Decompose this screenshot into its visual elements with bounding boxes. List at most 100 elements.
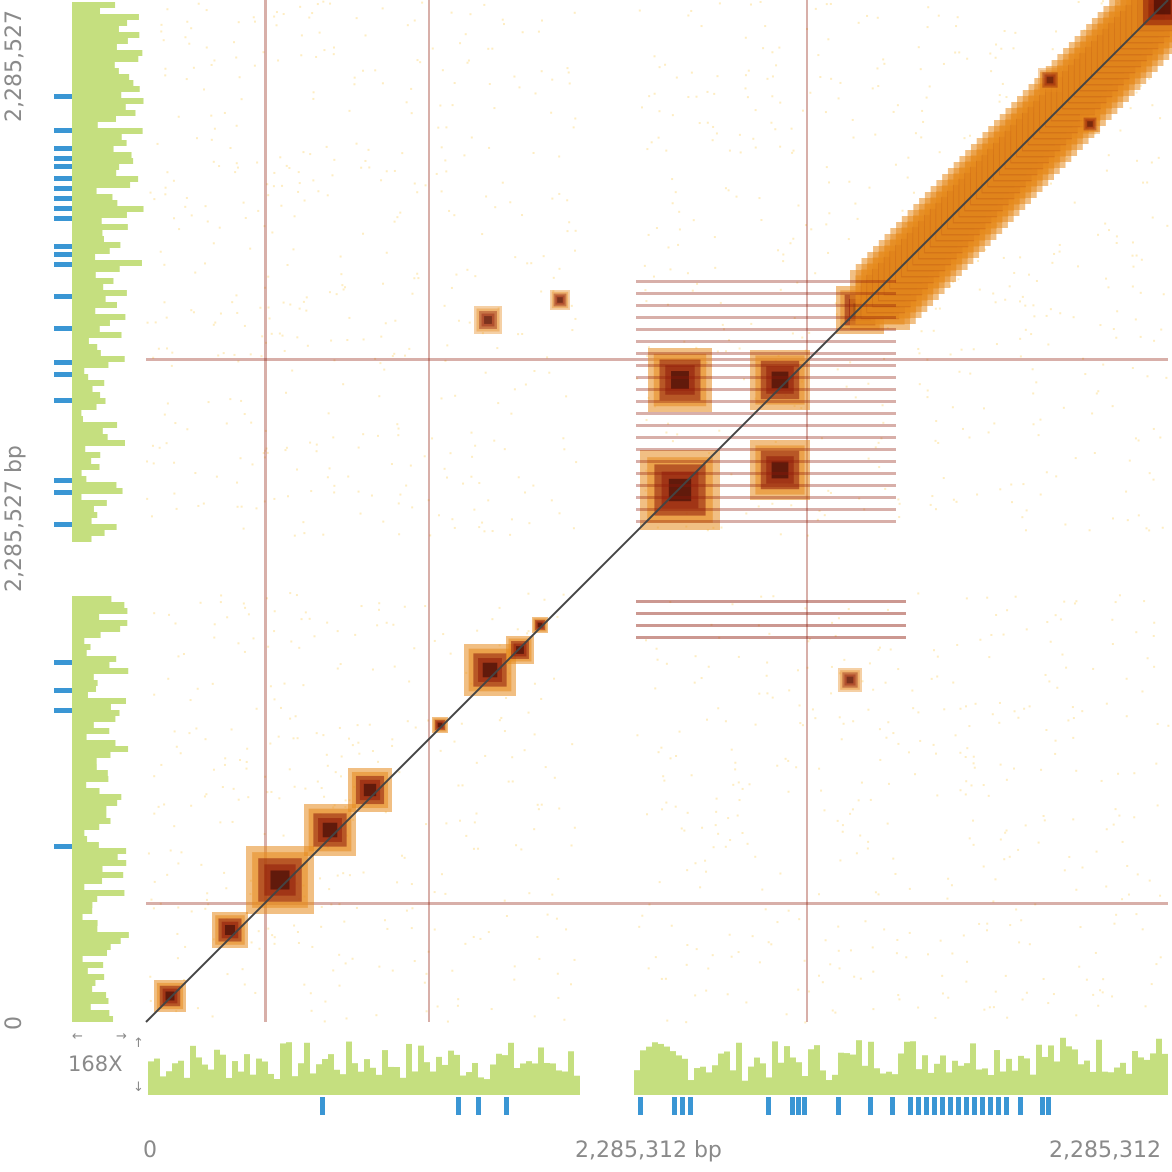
contact-speckle	[481, 521, 484, 524]
contact-speckle	[837, 925, 840, 928]
contact-speckle	[866, 847, 869, 850]
contact-speckle	[1006, 609, 1009, 612]
coverage-bar	[72, 416, 84, 422]
contact-speckle	[1111, 995, 1114, 998]
contact-speckle	[411, 907, 414, 910]
contact-speckle	[295, 594, 298, 597]
contact-speckle	[235, 162, 238, 165]
contact-speckle	[526, 262, 529, 265]
contact-speckle	[413, 19, 416, 22]
contact-speckle	[1134, 318, 1137, 321]
contact-speckle	[462, 482, 465, 485]
contact-speckle	[451, 518, 454, 521]
contact-speckle	[205, 898, 208, 901]
contact-speckle	[963, 137, 966, 140]
contact-speckle	[831, 621, 834, 624]
contact-speckle	[1005, 829, 1008, 832]
contact-speckle	[510, 412, 513, 415]
arrow-down-icon: ↓	[133, 1080, 144, 1095]
contact-speckle	[685, 1021, 688, 1024]
coverage-bar	[1096, 1039, 1102, 1095]
coverage-bar	[1018, 1055, 1024, 1095]
contact-speckle	[175, 507, 178, 510]
contact-speckle	[868, 662, 871, 665]
coverage-bar	[736, 1042, 742, 1095]
contact-speckle	[326, 476, 329, 479]
coverage-bar	[256, 1058, 262, 1095]
coverage-bar	[72, 1004, 91, 1010]
contact-speckle	[433, 639, 436, 642]
contact-speckle	[453, 740, 456, 743]
coverage-bar	[72, 512, 98, 518]
feature-mark	[54, 688, 72, 693]
contact-speckle	[730, 955, 733, 958]
contact-speckle	[478, 526, 481, 529]
contact-speckle	[1097, 390, 1100, 393]
coverage-bar	[226, 1077, 232, 1095]
contact-speckle	[357, 446, 360, 449]
contact-speckle	[1012, 47, 1015, 50]
contact-speckle	[876, 16, 879, 19]
contact-speckle	[253, 64, 256, 67]
coverage-bar	[72, 176, 139, 182]
contact-speckle	[524, 491, 527, 494]
coverage-bar	[72, 68, 119, 74]
y-axis-end-label: 2,285,527	[2, 10, 27, 122]
contact-speckle	[467, 59, 470, 62]
contact-speckle	[1141, 690, 1144, 693]
coverage-bar	[568, 1051, 574, 1095]
contact-speckle	[658, 66, 661, 69]
contact-speckle	[347, 475, 350, 478]
contact-speckle	[475, 812, 478, 815]
contact-speckle	[517, 333, 520, 336]
contact-speckle	[706, 529, 709, 532]
contact-speckle	[861, 680, 864, 683]
contact-streak	[636, 364, 896, 367]
contact-speckle	[574, 117, 577, 120]
contact-speckle	[340, 755, 343, 758]
contact-speckle	[368, 723, 371, 726]
coverage-bar	[72, 74, 130, 80]
coverage-bar	[72, 98, 144, 104]
contact-speckle	[271, 231, 274, 234]
contact-speckle	[205, 793, 208, 796]
contact-speckle	[1040, 768, 1043, 771]
contact-speckle	[656, 658, 659, 661]
contact-speckle	[889, 648, 892, 651]
contact-speckle	[557, 996, 560, 999]
contact-speckle	[410, 87, 413, 90]
contact-block	[165, 991, 175, 1001]
contact-speckle	[364, 159, 367, 162]
coverage-bar	[1060, 1037, 1066, 1095]
contact-speckle	[1093, 452, 1096, 455]
contact-speckle	[1077, 265, 1080, 268]
contact-speckle	[1010, 483, 1013, 486]
contact-speckle	[829, 491, 832, 494]
contact-speckle	[385, 170, 388, 173]
contact-speckle	[205, 9, 208, 12]
contact-speckle	[424, 184, 427, 187]
contact-speckle	[999, 763, 1002, 766]
coverage-bar	[72, 194, 113, 200]
contact-speckle	[551, 78, 554, 81]
contact-speckle	[918, 383, 921, 386]
coverage-bar	[934, 1063, 940, 1095]
coverage-bar	[754, 1057, 760, 1095]
contact-speckle	[542, 255, 545, 258]
arrow-right-icon: →	[116, 1029, 127, 1044]
feature-mark	[54, 326, 72, 331]
contact-speckle	[250, 941, 253, 944]
contact-speckle	[814, 7, 817, 10]
contact-speckle	[713, 92, 716, 95]
coverage-bar	[478, 1077, 484, 1095]
contact-speckle	[283, 682, 286, 685]
contact-speckle	[939, 939, 942, 942]
contact-speckle	[256, 161, 259, 164]
contact-speckle	[1004, 298, 1007, 301]
contact-speckle	[484, 754, 487, 757]
contact-speckle	[770, 121, 773, 124]
contact-speckle	[964, 793, 967, 796]
coverage-bar	[72, 848, 127, 854]
coverage-bar	[1000, 1071, 1006, 1095]
contact-speckle	[745, 512, 748, 515]
